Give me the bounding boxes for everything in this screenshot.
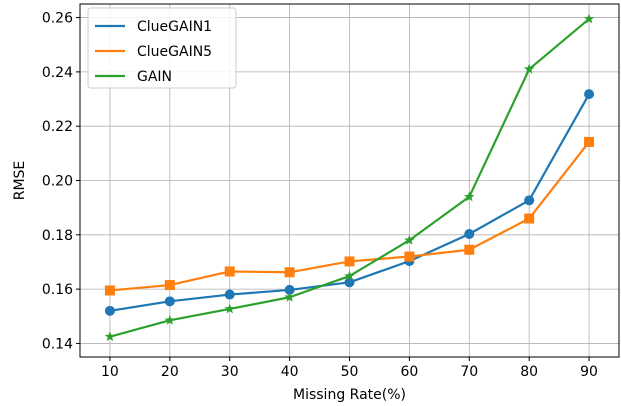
x-tick-label: 70 [460, 364, 478, 380]
x-tick-label: 60 [400, 364, 418, 380]
x-tick-label: 20 [161, 364, 179, 380]
x-axis-ticks: 10 20 30 40 50 60 70 80 90 [101, 357, 598, 380]
y-axis-title: RMSE [12, 161, 28, 201]
data-point [524, 213, 535, 224]
data-point [344, 277, 355, 288]
x-tick-label: 30 [221, 364, 239, 380]
legend-item: ClueGAIN1 [95, 19, 212, 35]
data-point [104, 331, 116, 342]
legend-label: ClueGAIN5 [137, 44, 212, 60]
x-tick-label: 50 [341, 364, 359, 380]
data-point [224, 289, 235, 300]
series-gain [104, 13, 595, 342]
data-point [464, 191, 475, 202]
data-point [583, 13, 595, 24]
data-point [104, 305, 115, 316]
data-point [404, 234, 415, 245]
legend-item: ClueGAIN5 [95, 44, 212, 60]
x-tick-label: 10 [101, 364, 119, 380]
data-point [224, 303, 235, 314]
data-point [464, 244, 475, 255]
data-point [523, 63, 535, 74]
data-point [584, 89, 595, 100]
series-layer [104, 13, 595, 342]
y-tick-label: 0.26 [42, 11, 73, 27]
y-tick-label: 0.18 [42, 228, 73, 244]
y-axis-ticks: 0.14 0.16 0.18 0.20 0.22 0.24 0.26 [42, 11, 80, 352]
legend-label: GAIN [137, 69, 172, 85]
data-point [164, 296, 175, 307]
data-point [284, 267, 295, 278]
data-point [584, 136, 595, 147]
x-tick-label: 80 [520, 364, 538, 380]
x-tick-label: 40 [281, 364, 299, 380]
data-point [284, 291, 295, 302]
data-point [284, 284, 295, 295]
data-point [164, 314, 176, 325]
x-axis-title: Missing Rate(%) [293, 387, 406, 403]
data-point [224, 266, 235, 277]
legend-box [87, 7, 237, 89]
y-tick-label: 0.24 [42, 65, 73, 81]
data-point [344, 270, 355, 281]
series-cluegain5 [104, 136, 595, 296]
data-point [164, 280, 175, 291]
data-point [104, 285, 115, 296]
legend: ClueGAIN1 ClueGAIN5 GAIN [87, 7, 237, 89]
data-point [524, 195, 535, 206]
x-tick-label: 90 [580, 364, 598, 380]
y-tick-label: 0.22 [42, 119, 73, 135]
y-tick-label: 0.14 [42, 336, 73, 352]
legend-label: ClueGAIN1 [137, 19, 212, 35]
data-point [404, 251, 415, 262]
legend-item: GAIN [95, 69, 172, 85]
data-point [344, 256, 355, 267]
data-point [464, 228, 475, 239]
y-tick-label: 0.16 [42, 282, 73, 298]
y-tick-label: 0.20 [42, 174, 73, 190]
